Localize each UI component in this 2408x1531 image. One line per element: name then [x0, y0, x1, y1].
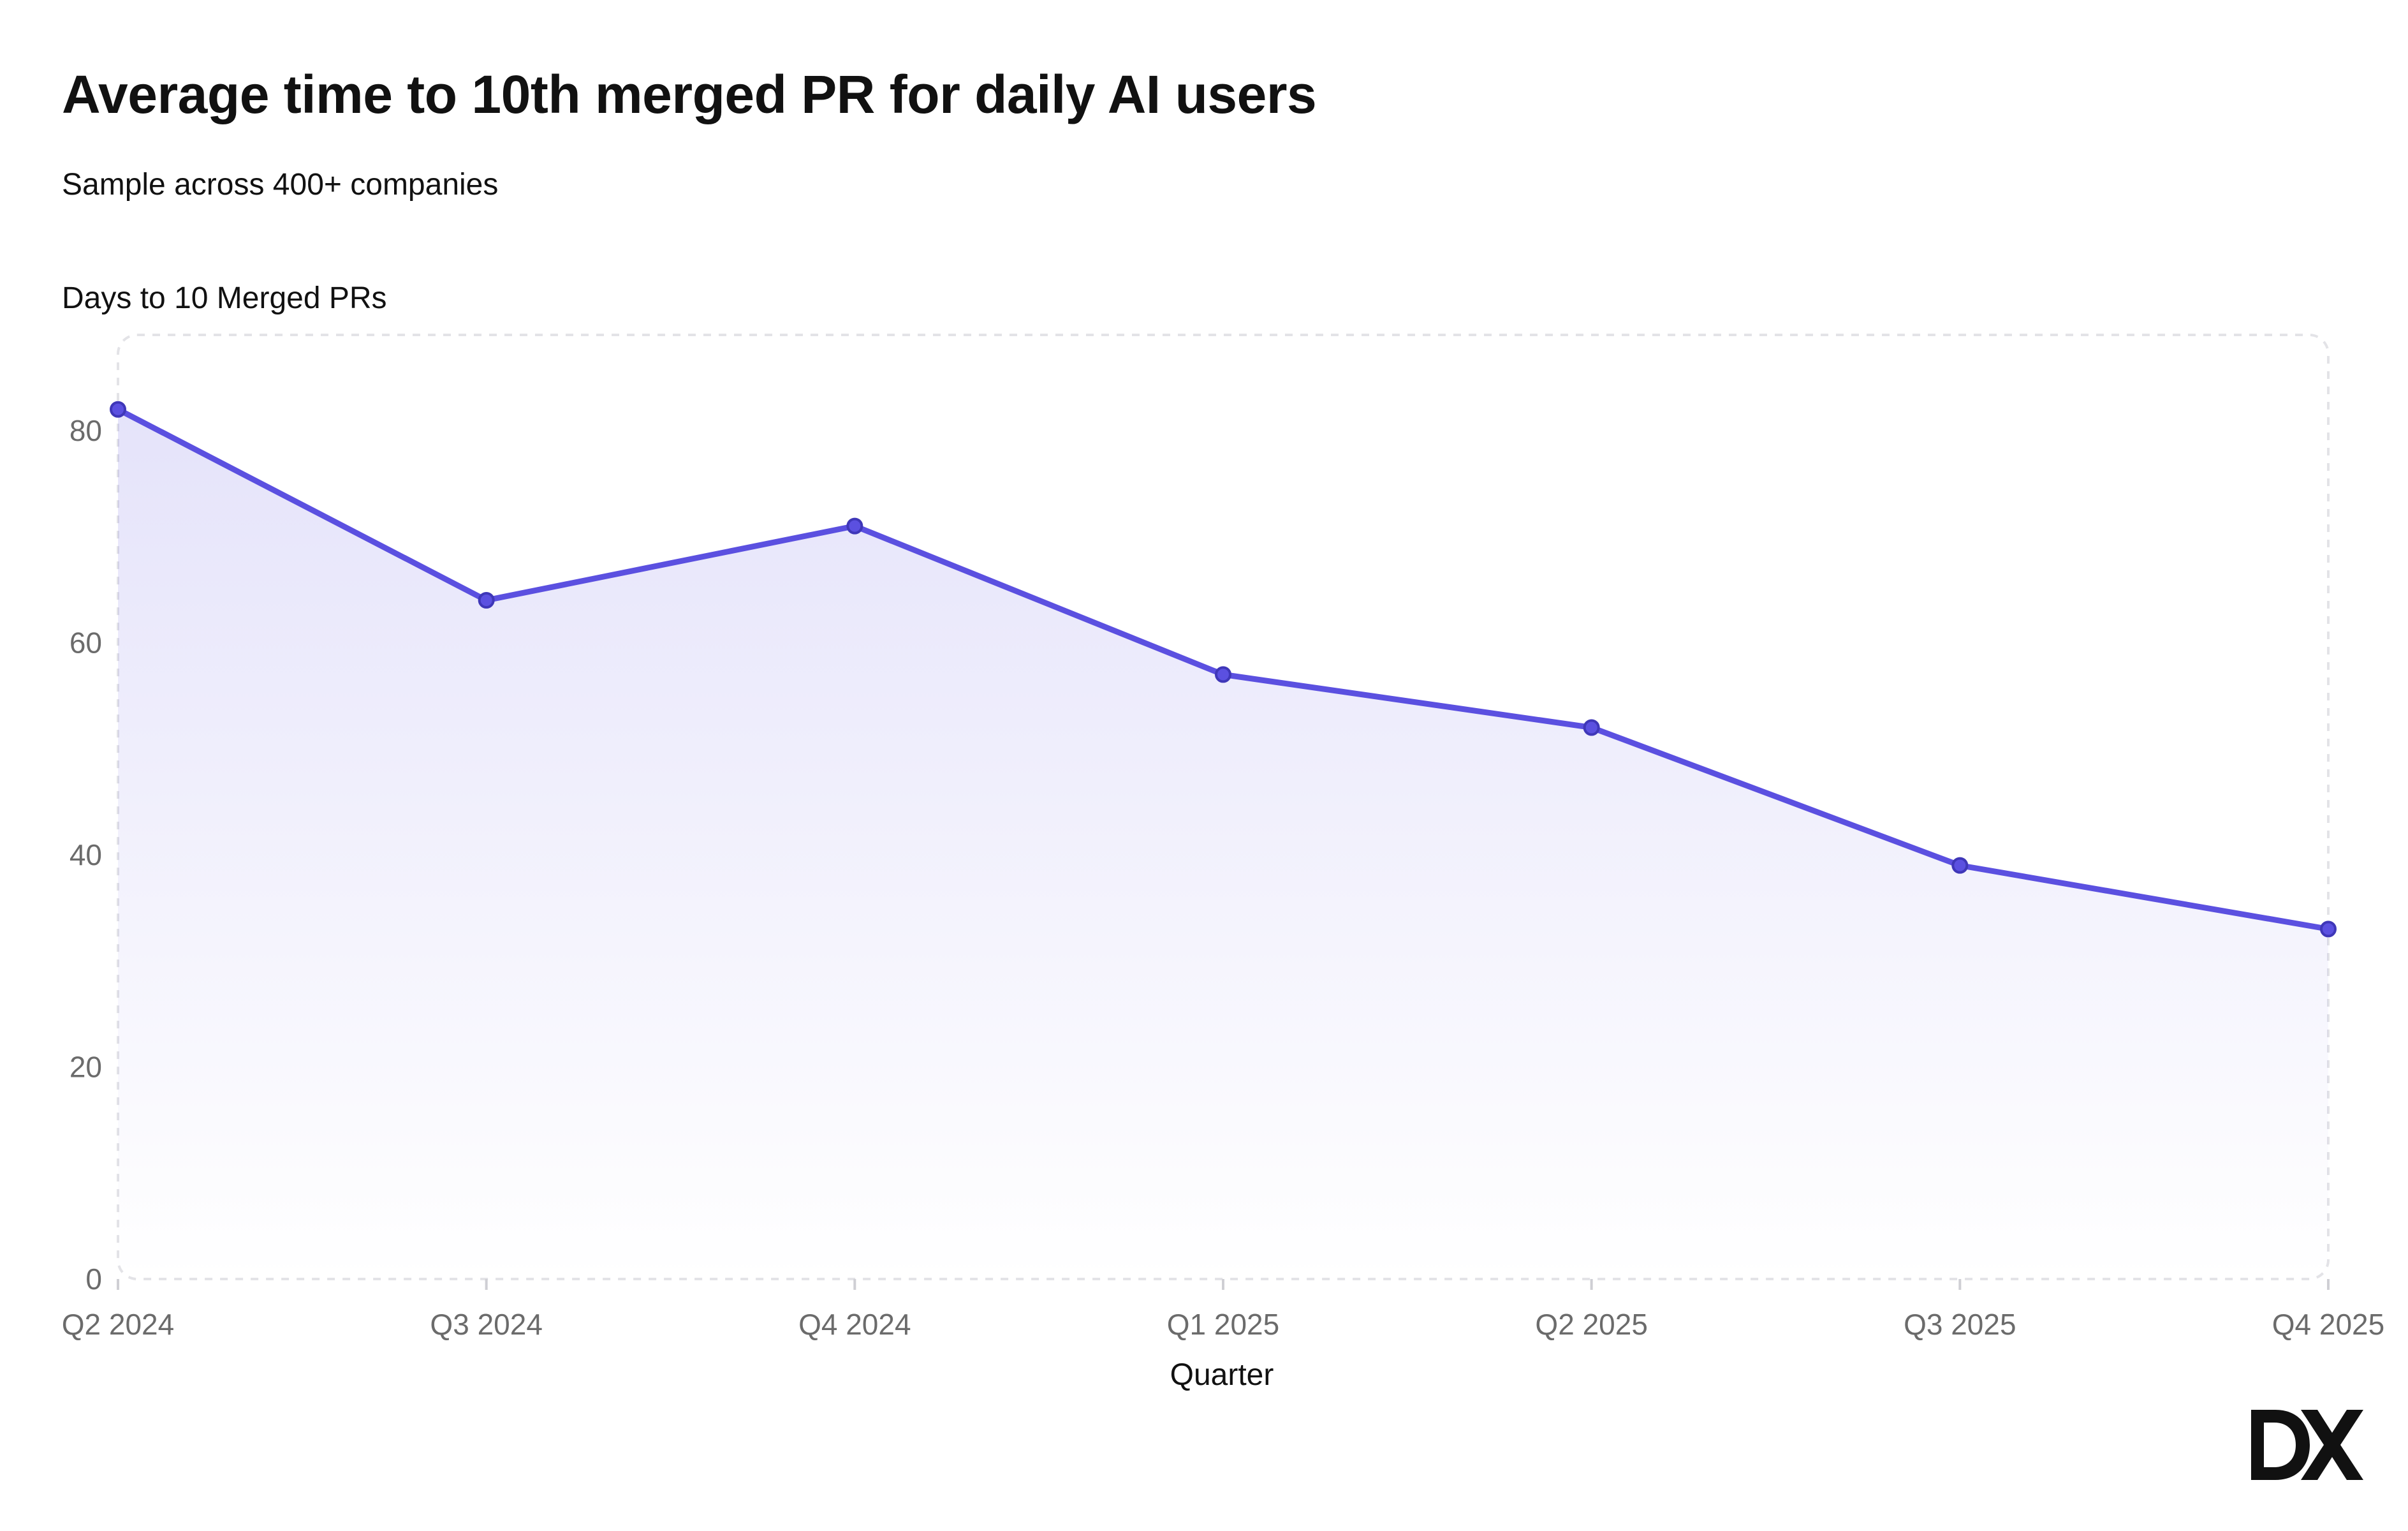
- y-tick-label: 40: [70, 838, 102, 871]
- x-tick-label: Q2 2025: [1535, 1308, 1647, 1341]
- x-tick-label: Q4 2024: [798, 1308, 911, 1341]
- y-axis-label: Days to 10 Merged PRs: [62, 281, 387, 315]
- x-tick-label: Q2 2024: [62, 1308, 174, 1341]
- dx-logo-icon: [2251, 1410, 2363, 1483]
- x-tick-label: Q1 2025: [1167, 1308, 1279, 1341]
- x-tick-label: Q3 2025: [1904, 1308, 2016, 1341]
- series-points: [110, 401, 2337, 938]
- data-point: [1215, 666, 1231, 683]
- x-tick-group: Q2 2024 Q3 2024 Q4 2024 Q1 2025 Q2 2025 Q3 20…: [62, 1279, 2384, 1341]
- y-tick-label: 80: [70, 414, 102, 447]
- data-point: [1583, 719, 1600, 736]
- data-point: [1951, 857, 1969, 874]
- chart-subtitle: Sample across 400+ companies: [62, 168, 499, 202]
- chart-title: Average time to 10th merged PR for daily…: [62, 64, 1317, 124]
- series-area: [118, 409, 2328, 1279]
- y-tick-label: 0: [85, 1262, 102, 1296]
- data-point: [846, 517, 863, 535]
- data-point: [110, 401, 126, 418]
- data-point: [2320, 921, 2337, 938]
- x-tick-label: Q4 2025: [2272, 1308, 2384, 1341]
- x-axis-label: Quarter: [1170, 1358, 1274, 1392]
- x-tick-label: Q3 2024: [430, 1308, 542, 1341]
- y-tick-group: 0 20 40 60 80: [70, 414, 102, 1296]
- data-point: [478, 592, 495, 609]
- y-tick-label: 20: [70, 1051, 102, 1084]
- y-tick-label: 60: [70, 626, 102, 660]
